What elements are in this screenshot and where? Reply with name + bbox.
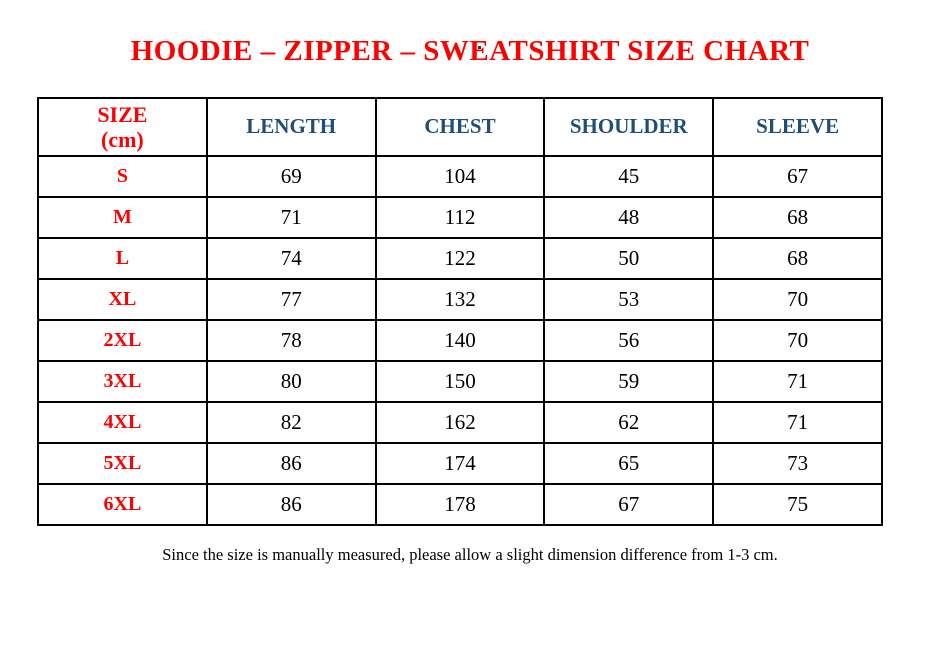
value-cell: 132 [374, 277, 546, 321]
table-row: 4XL 82 162 62 71 [37, 400, 883, 444]
size-header-line1: SIZE [97, 101, 148, 127]
size-cell: 3XL [37, 359, 208, 403]
table-row: S 69 104 45 67 [37, 154, 883, 198]
value-cell: 86 [205, 482, 377, 526]
size-header-line2: (cm) [101, 126, 144, 152]
table-row: 5XL 86 174 65 73 [37, 441, 883, 485]
value-cell: 112 [374, 195, 546, 239]
size-cell: 2XL [37, 318, 208, 362]
table-row: M 71 112 48 68 [37, 195, 883, 239]
value-cell: 73 [712, 441, 883, 485]
size-cell: L [37, 236, 208, 280]
column-header-length: LENGTH [205, 96, 377, 157]
value-cell: 68 [712, 195, 883, 239]
table-row: 2XL 78 140 56 70 [37, 318, 883, 362]
stray-dot-mark [478, 46, 481, 49]
value-cell: 86 [205, 441, 377, 485]
header-row: SIZE (cm) LENGTH CHEST SHOULDER SLEEVE [37, 96, 883, 157]
value-cell: 69 [205, 154, 377, 198]
value-cell: 71 [712, 359, 883, 403]
page-title: HOODIE – ZIPPER – SWEATSHIRT SIZE CHART [130, 35, 810, 67]
column-header-chest: CHEST [374, 96, 546, 157]
table-row: L 74 122 50 68 [37, 236, 883, 280]
value-cell: 162 [374, 400, 546, 444]
footnote: Since the size is manually measured, ple… [162, 544, 778, 564]
value-cell: 174 [374, 441, 546, 485]
value-cell: 56 [543, 318, 715, 362]
size-cell: 6XL [37, 482, 208, 526]
value-cell: 48 [543, 195, 715, 239]
value-cell: 75 [712, 482, 883, 526]
value-cell: 178 [374, 482, 546, 526]
table-row: XL 77 132 53 70 [37, 277, 883, 321]
value-cell: 104 [374, 154, 546, 198]
size-cell: S [37, 154, 208, 198]
value-cell: 70 [712, 277, 883, 321]
value-cell: 140 [374, 318, 546, 362]
value-cell: 65 [543, 441, 715, 485]
table-row: 6XL 86 178 67 75 [37, 482, 883, 526]
value-cell: 78 [205, 318, 377, 362]
value-cell: 70 [712, 318, 883, 362]
size-cell: XL [37, 277, 208, 321]
value-cell: 82 [205, 400, 377, 444]
size-cell: M [37, 195, 208, 239]
value-cell: 71 [205, 195, 377, 239]
size-cell: 4XL [37, 400, 208, 444]
value-cell: 50 [543, 236, 715, 280]
value-cell: 150 [374, 359, 546, 403]
value-cell: 122 [374, 236, 546, 280]
value-cell: 74 [205, 236, 377, 280]
column-header-shoulder: SHOULDER [543, 96, 715, 157]
value-cell: 68 [712, 236, 883, 280]
value-cell: 45 [543, 154, 715, 198]
value-cell: 77 [205, 277, 377, 321]
column-header-sleeve: SLEEVE [712, 96, 883, 157]
value-cell: 62 [543, 400, 715, 444]
value-cell: 67 [712, 154, 883, 198]
value-cell: 53 [543, 277, 715, 321]
size-cell: 5XL [37, 441, 208, 485]
value-cell: 71 [712, 400, 883, 444]
size-chart-table: SIZE (cm) LENGTH CHEST SHOULDER SLEEVE S… [37, 96, 883, 526]
value-cell: 67 [543, 482, 715, 526]
value-cell: 59 [543, 359, 715, 403]
value-cell: 80 [205, 359, 377, 403]
table-row: 3XL 80 150 59 71 [37, 359, 883, 403]
column-header-size: SIZE (cm) [37, 96, 208, 157]
